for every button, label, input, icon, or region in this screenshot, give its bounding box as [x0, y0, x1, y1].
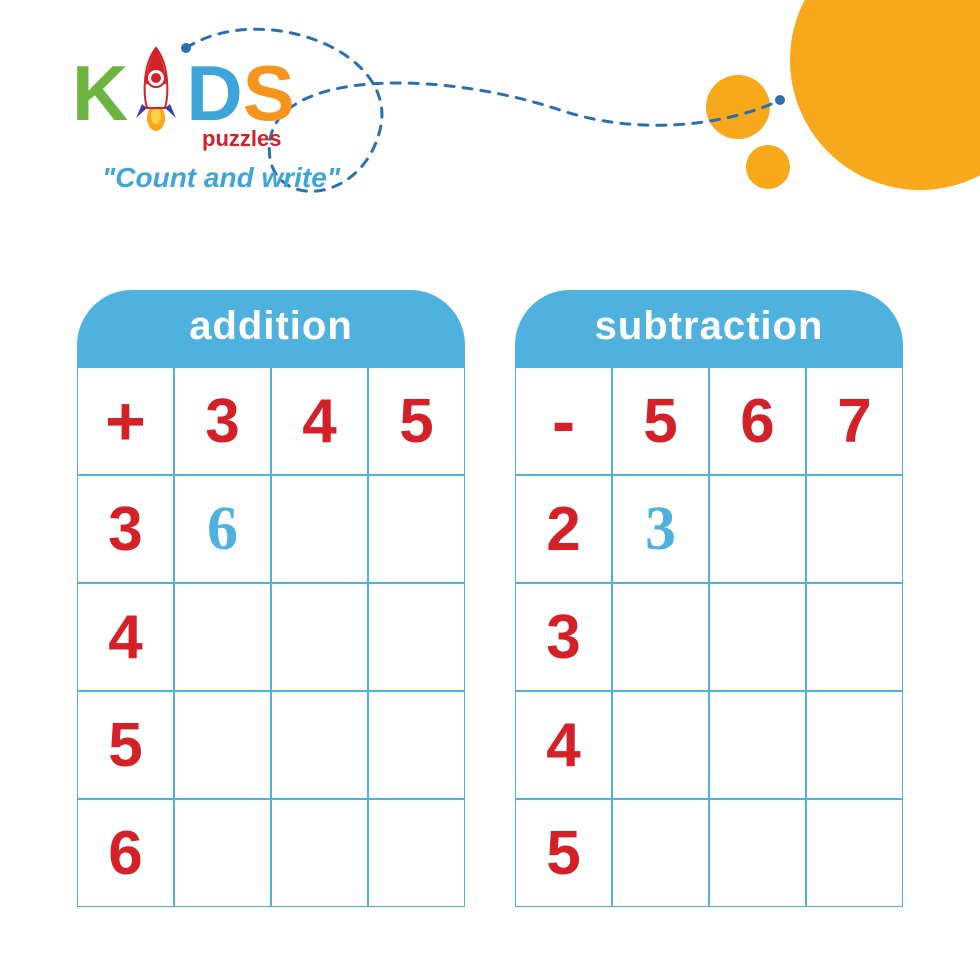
answer-cell[interactable]	[368, 691, 465, 799]
row-header: 3	[77, 475, 174, 583]
row-header: 3	[515, 583, 612, 691]
operator-cell: -	[515, 367, 612, 475]
answer-cell[interactable]	[271, 691, 368, 799]
answer-cell[interactable]	[709, 691, 806, 799]
answer-cell[interactable]	[806, 583, 903, 691]
answer-cell[interactable]	[806, 691, 903, 799]
answer-cell[interactable]	[271, 583, 368, 691]
col-header: 7	[806, 367, 903, 475]
col-header: 5	[368, 367, 465, 475]
logo: K D S puzzles "Count and write"	[72, 46, 340, 194]
addition-header: addition	[77, 290, 465, 367]
logo-letter-d: D	[186, 54, 240, 132]
row-header: 2	[515, 475, 612, 583]
operator-cell: +	[77, 367, 174, 475]
logo-letter-k: K	[72, 54, 126, 132]
answer-cell[interactable]	[271, 799, 368, 907]
answer-cell[interactable]: 6	[174, 475, 271, 583]
answer-cell[interactable]	[368, 475, 465, 583]
answer-cell[interactable]	[174, 799, 271, 907]
answer-cell[interactable]	[806, 475, 903, 583]
answer-cell[interactable]	[612, 691, 709, 799]
answer-cell[interactable]	[612, 583, 709, 691]
row-header: 4	[77, 583, 174, 691]
col-header: 5	[612, 367, 709, 475]
answer-cell[interactable]	[709, 799, 806, 907]
logo-letter-s: S	[243, 54, 293, 132]
subtraction-table: subtraction - 5 6 7 2 3 3 4 5	[515, 290, 903, 907]
addition-grid: + 3 4 5 3 6 4 5 6	[77, 367, 465, 907]
answer-cell[interactable]	[806, 799, 903, 907]
answer-cell[interactable]	[709, 583, 806, 691]
col-header: 6	[709, 367, 806, 475]
tagline: "Count and write"	[102, 162, 340, 194]
logo-word: K D S	[72, 46, 340, 132]
addition-table: addition + 3 4 5 3 6 4 5 6	[77, 290, 465, 907]
answer-cell[interactable]	[174, 583, 271, 691]
row-header: 6	[77, 799, 174, 907]
col-header: 4	[271, 367, 368, 475]
col-header: 3	[174, 367, 271, 475]
subtraction-grid: - 5 6 7 2 3 3 4 5	[515, 367, 903, 907]
logo-subtitle: puzzles	[202, 126, 340, 152]
answer-cell[interactable]	[174, 691, 271, 799]
tables-container: addition + 3 4 5 3 6 4 5 6 subtraction	[0, 250, 980, 907]
answer-cell[interactable]	[271, 475, 368, 583]
answer-cell[interactable]: 3	[612, 475, 709, 583]
answer-cell[interactable]	[368, 583, 465, 691]
row-header: 5	[77, 691, 174, 799]
answer-cell[interactable]	[612, 799, 709, 907]
row-header: 5	[515, 799, 612, 907]
header: K D S puzzles "Count and write"	[0, 0, 980, 250]
rocket-icon	[128, 46, 184, 132]
row-header: 4	[515, 691, 612, 799]
subtraction-header: subtraction	[515, 290, 903, 367]
answer-cell[interactable]	[368, 799, 465, 907]
answer-cell[interactable]	[709, 475, 806, 583]
